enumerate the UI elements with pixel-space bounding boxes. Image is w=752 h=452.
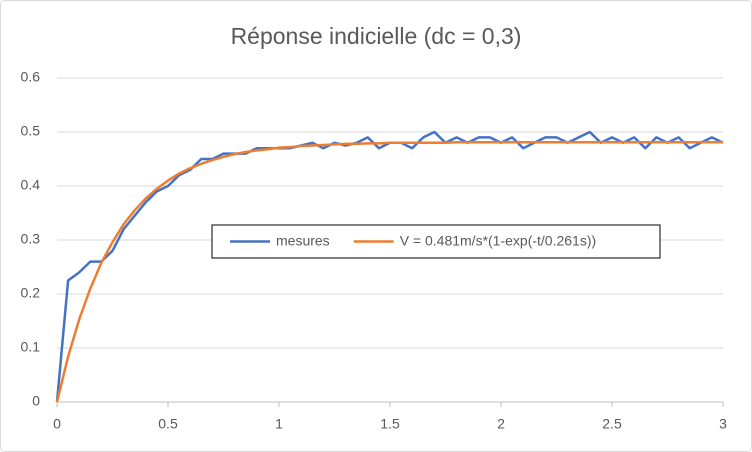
y-tick-label: 0.4 [21,177,41,193]
data-line [55,141,723,403]
x-tick-label: 0 [53,416,61,432]
chart-title: Réponse indicielle (dc = 0,3) [231,23,522,49]
legend-box [211,224,661,259]
y-tick-label: 0.1 [21,339,41,355]
x-tick-label: 1 [275,416,283,432]
legend-label: V = 0.481m/s*(1-exp(-t/0.261s)) [400,233,596,249]
x-tick-label: 1.5 [380,416,400,432]
legend-label: mesures [276,233,330,249]
y-tick-label: 0.2 [21,285,41,301]
y-tick-label: 0.5 [21,123,41,139]
y-tick-label: 0.3 [21,231,41,247]
x-tick-label: 2.5 [602,416,622,432]
y-tick-label: 0 [32,393,40,409]
x-tick-label: 2 [497,416,505,432]
x-tick-label: 0.5 [158,416,178,432]
y-tick-label: 0.6 [21,69,41,85]
x-tick-label: 3 [719,416,727,432]
